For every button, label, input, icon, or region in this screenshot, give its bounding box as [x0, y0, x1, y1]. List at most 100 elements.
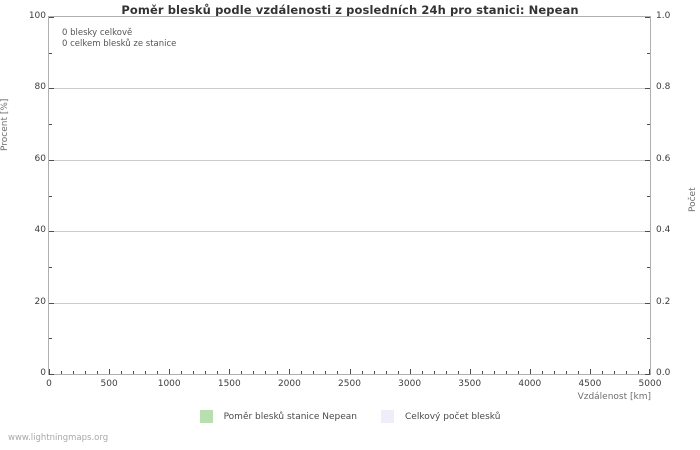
y-tick-major [645, 17, 650, 18]
y-tick-minor [49, 267, 52, 268]
x-tick-major [49, 369, 50, 374]
y-axis-tick-label-left: 80 [34, 82, 46, 93]
y-tick-minor [647, 124, 650, 125]
legend-item[interactable]: Celkový počet blesků [381, 410, 500, 423]
x-axis-tick-label: 0 [46, 379, 52, 389]
x-tick-minor [602, 371, 603, 374]
y-tick-minor [647, 338, 650, 339]
x-tick-minor [337, 371, 338, 374]
x-tick-minor [386, 371, 387, 374]
y-axis-tick-label-left: 20 [34, 296, 46, 307]
x-tick-minor [554, 371, 555, 374]
x-axis-tick-label: 4000 [518, 379, 542, 389]
legend-swatch-icon [199, 410, 213, 423]
y-axis-tick-label-left: 40 [34, 225, 46, 236]
annotation-line-station: 0 celkem blesků ze stanice [62, 39, 177, 49]
plot-area: 0 blesky celkově 0 celkem blesků ze stan… [48, 16, 651, 375]
x-tick-minor [301, 371, 302, 374]
x-tick-minor [458, 371, 459, 374]
legend-swatch-icon [381, 410, 395, 423]
x-tick-minor [217, 371, 218, 374]
y-axis-tick-label-left: 60 [34, 153, 46, 164]
x-tick-major [289, 369, 290, 374]
x-tick-minor [398, 371, 399, 374]
y-tick-major [49, 374, 54, 375]
y-tick-minor [49, 338, 52, 339]
y-axis-tick-label-left: 100 [28, 11, 46, 21]
y-tick-major [49, 160, 54, 161]
x-axis-tick-label: 3000 [398, 379, 422, 389]
x-tick-minor [61, 371, 62, 374]
x-tick-minor [277, 371, 278, 374]
x-tick-major [109, 369, 110, 374]
watermark-label: www.lightningmaps.org [8, 433, 109, 443]
y-axis-title-right: Počet [688, 187, 698, 212]
x-tick-minor [133, 371, 134, 374]
x-tick-minor [193, 371, 194, 374]
x-tick-minor [85, 371, 86, 374]
x-axis-title: Vzdálenost [km] [577, 392, 651, 402]
y-tick-minor [49, 124, 52, 125]
chart-legend: Poměr blesků stanice Nepean Celkový počet… [0, 410, 700, 423]
x-tick-major [350, 369, 351, 374]
y-tick-minor [647, 267, 650, 268]
chart-title: Poměr blesků podle vzdálenosti z posledn… [121, 3, 579, 17]
x-tick-minor [241, 371, 242, 374]
x-tick-major [229, 369, 230, 374]
x-tick-minor [157, 371, 158, 374]
y-axis-tick-label-right: 0.6 [656, 153, 671, 164]
x-tick-major [410, 369, 411, 374]
y-axis-title-left: Procent [%] [0, 98, 10, 151]
x-tick-minor [506, 371, 507, 374]
y-tick-major [645, 88, 650, 89]
x-axis-tick-label: 1500 [217, 379, 241, 389]
gridline [49, 88, 650, 89]
y-tick-major [49, 231, 54, 232]
x-axis-tick-label: 4500 [578, 379, 602, 389]
x-tick-minor [313, 371, 314, 374]
x-tick-minor [121, 371, 122, 374]
y-tick-minor [647, 53, 650, 54]
x-tick-minor [638, 371, 639, 374]
x-tick-minor [542, 371, 543, 374]
x-tick-minor [614, 371, 615, 374]
x-tick-minor [205, 371, 206, 374]
y-tick-minor [647, 196, 650, 197]
x-tick-minor [518, 371, 519, 374]
x-tick-minor [97, 371, 98, 374]
x-tick-minor [73, 371, 74, 374]
gridline [49, 231, 650, 232]
x-axis-tick-label: 5000 [638, 379, 662, 389]
y-tick-major [645, 231, 650, 232]
y-axis-tick-label-left: 0 [40, 368, 46, 378]
x-tick-minor [253, 371, 254, 374]
x-tick-minor [578, 371, 579, 374]
gridline [49, 160, 650, 161]
x-tick-minor [482, 371, 483, 374]
y-tick-minor [49, 196, 52, 197]
x-tick-minor [494, 371, 495, 374]
x-tick-minor [566, 371, 567, 374]
x-tick-minor [181, 371, 182, 374]
x-tick-minor [626, 371, 627, 374]
x-tick-minor [374, 371, 375, 374]
chart-annotation: 0 blesky celkově 0 celkem blesků ze stan… [62, 28, 176, 50]
y-axis-tick-label-right: 0.0 [656, 368, 671, 378]
x-tick-major [649, 369, 650, 374]
gridline [49, 303, 650, 304]
x-tick-minor [434, 371, 435, 374]
y-axis-tick-label-right: 1.0 [656, 11, 671, 21]
x-tick-major [169, 369, 170, 374]
x-tick-minor [446, 371, 447, 374]
x-tick-minor [422, 371, 423, 374]
y-tick-major [49, 88, 54, 89]
x-axis-tick-label: 2500 [338, 379, 361, 389]
y-axis-tick-label-right: 0.4 [656, 225, 671, 236]
legend-item-label: Celkový počet blesků [405, 411, 501, 422]
legend-item-label: Poměr blesků stanice Nepean [223, 411, 358, 422]
x-tick-major [590, 369, 591, 374]
y-tick-major [49, 303, 54, 304]
y-tick-major [645, 160, 650, 161]
y-tick-major [645, 374, 650, 375]
legend-item[interactable]: Poměr blesků stanice Nepean [199, 410, 358, 423]
